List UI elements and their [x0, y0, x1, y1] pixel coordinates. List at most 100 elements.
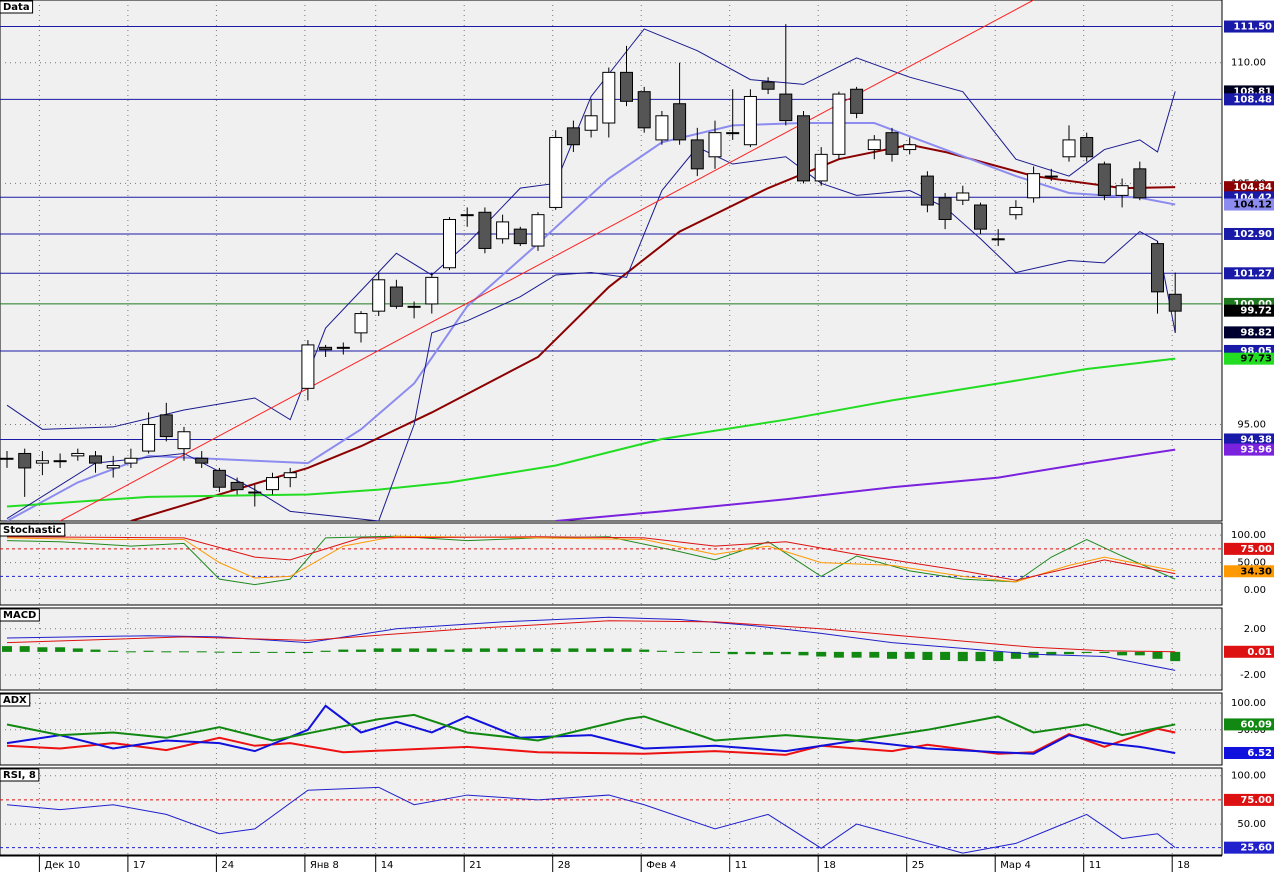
- y-tick-label: -2.00: [1240, 670, 1266, 681]
- panel-title: Data: [3, 2, 30, 13]
- candle-body: [319, 346, 333, 351]
- histogram-bar: [108, 650, 119, 652]
- histogram-bar: [975, 651, 986, 662]
- histogram-bar: [55, 647, 66, 652]
- candle-body: [761, 81, 775, 90]
- plot-layer: [0, 693, 1222, 765]
- histogram-bar: [692, 651, 703, 653]
- y-tick-label: 110.00: [1231, 58, 1266, 69]
- candle-body: [938, 197, 952, 220]
- level-tag-label: 97.73: [1240, 354, 1272, 365]
- candle-body: [655, 115, 669, 141]
- candle-body: [354, 313, 368, 334]
- histogram-bar: [798, 651, 809, 656]
- histogram-bar: [1099, 651, 1110, 654]
- histogram-bar: [479, 648, 490, 652]
- candle-body: [407, 305, 421, 308]
- level-tag-label: 101.27: [1233, 268, 1272, 279]
- candle-body: [301, 344, 315, 389]
- candle-body: [814, 153, 828, 182]
- indicator-line: [59, 0, 1034, 521]
- histogram-bar: [426, 648, 437, 652]
- histogram-bar: [940, 651, 951, 660]
- level-tag-label: 94.38: [1240, 434, 1272, 445]
- histogram-bar: [90, 649, 101, 652]
- histogram-bar: [232, 651, 243, 653]
- candle-body: [478, 211, 492, 249]
- candle-body: [637, 91, 651, 129]
- histogram-bar: [639, 649, 650, 652]
- candle-body: [531, 214, 545, 247]
- plot-layer: [0, 0, 1222, 521]
- indicator-line: [6, 786, 1176, 854]
- x-tick-label: 14: [381, 860, 394, 871]
- histogram-bar: [586, 648, 597, 652]
- candle-body: [850, 88, 864, 114]
- candle-body: [124, 457, 138, 464]
- x-tick-label: 18: [1177, 860, 1190, 871]
- level-tag-label: 98.05: [1240, 346, 1272, 357]
- candle-body: [1009, 206, 1023, 216]
- histogram-bar: [922, 651, 933, 660]
- histogram-bar: [515, 648, 526, 652]
- candle-body: [779, 93, 793, 122]
- histogram-bar: [356, 649, 366, 652]
- candle-body: [266, 477, 279, 491]
- histogram-bar: [621, 648, 632, 652]
- candle-body: [389, 286, 403, 307]
- candle-body: [460, 214, 474, 217]
- histogram-bar: [1081, 651, 1092, 654]
- level-tag: [1224, 718, 1274, 731]
- histogram-bar: [993, 651, 1004, 662]
- level-tag-label: 100.00: [1233, 299, 1272, 310]
- candle-body: [867, 139, 881, 151]
- candle-body: [177, 431, 191, 450]
- level-tag: [1224, 304, 1274, 317]
- histogram-bar: [72, 648, 83, 652]
- panel-title: RSI, 8: [3, 770, 36, 781]
- panel-title-box: [0, 768, 40, 782]
- indicator-line: [555, 448, 1176, 521]
- indicator-line: [6, 536, 1176, 581]
- candle-body: [18, 452, 32, 469]
- histogram-bar: [533, 648, 543, 652]
- candle-body: [106, 465, 120, 469]
- candle-body: [195, 457, 209, 464]
- candle-body: [903, 144, 917, 151]
- histogram-bar: [1028, 651, 1039, 658]
- candle-body: [566, 127, 580, 146]
- candle-body: [584, 115, 598, 131]
- level-tag-label: 98.82: [1240, 327, 1272, 338]
- candle-body: [71, 452, 85, 457]
- y-tick-label: 100.00: [1231, 698, 1266, 709]
- histogram-bar: [904, 651, 915, 659]
- level-tag-label: 0.01: [1247, 647, 1272, 658]
- panel-title: ADX: [3, 695, 27, 706]
- level-tag-label: 104.12: [1233, 200, 1272, 211]
- histogram-bar: [869, 651, 880, 658]
- histogram-bar: [550, 648, 561, 652]
- level-tag: [1224, 746, 1274, 759]
- level-tag: [1224, 198, 1274, 211]
- histogram-bar: [1152, 651, 1163, 659]
- plot-area: [0, 767, 1223, 856]
- histogram-bar: [37, 647, 48, 652]
- histogram-bar: [887, 651, 897, 659]
- level-tag-label: 102.90: [1233, 229, 1272, 240]
- candle-body: [832, 93, 846, 155]
- histogram-bar: [267, 651, 278, 653]
- x-tick-label: 28: [558, 860, 571, 871]
- panel-title-box: [0, 0, 34, 14]
- level-tag: [1224, 841, 1274, 854]
- plot-area: [0, 522, 1223, 606]
- candle-body: [797, 115, 810, 182]
- level-tag: [1224, 267, 1274, 280]
- histogram-bar: [957, 651, 968, 662]
- y-tick-label: 50.00: [1237, 558, 1266, 569]
- candle-body: [673, 103, 687, 141]
- candle-body: [212, 469, 226, 488]
- histogram-bar: [1117, 651, 1128, 656]
- candle-body: [620, 71, 633, 102]
- histogram-bar: [143, 650, 154, 652]
- indicator-line: [6, 535, 1176, 586]
